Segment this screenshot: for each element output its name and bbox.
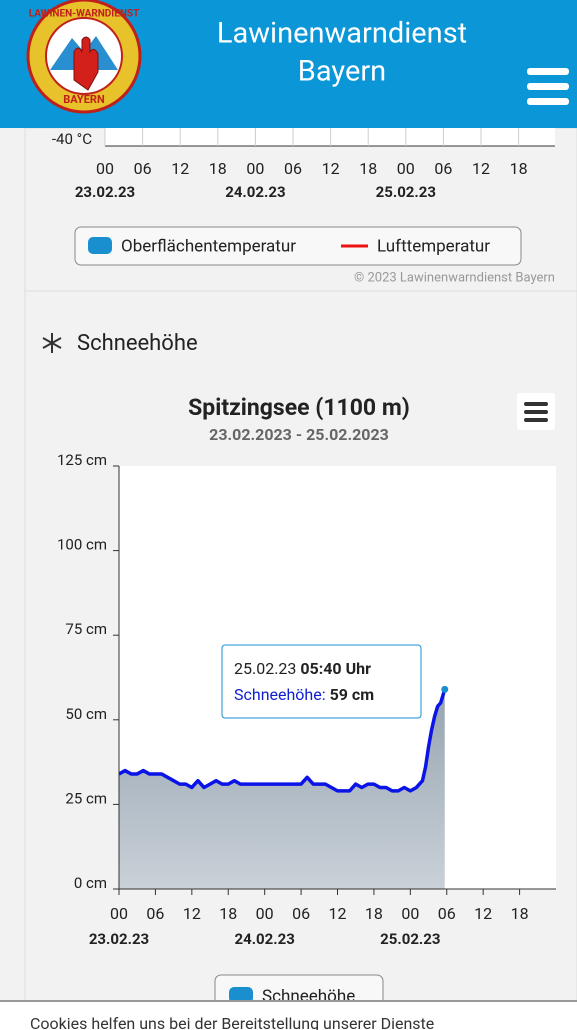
top-x-tick-label: 12 — [171, 159, 189, 178]
tooltip-value: 59 cm — [330, 685, 375, 704]
top-x-tick-label: 18 — [359, 159, 377, 178]
y-tick-label: 100 cm — [57, 536, 107, 554]
top-legend — [74, 226, 522, 266]
x-tick-label: 00 — [401, 904, 419, 923]
top-x-date-label: 24.02.23 — [225, 183, 285, 201]
tooltip-header: 25.02.23 05:40 Uhr — [234, 659, 371, 678]
legend-item: Lufttemperatur — [377, 236, 490, 256]
top-x-tick-label: 18 — [209, 159, 227, 178]
legend-swatch — [88, 237, 112, 254]
snow-icon — [42, 333, 62, 353]
x-tick-label: 06 — [438, 904, 456, 923]
x-tick-label: 18 — [365, 904, 383, 923]
cookie-bar — [0, 1000, 577, 1030]
credit: © 2023 Lawinenwarndienst Bayern — [354, 270, 555, 285]
top-y-label: -40 °C — [52, 130, 92, 148]
x-date-label: 23.02.23 — [89, 930, 149, 948]
logo[interactable]: LAWINEN-WARNDIENST BAYERN — [26, 0, 142, 114]
top-x-tick-label: 00 — [397, 159, 415, 178]
x-tick-label: 12 — [474, 904, 492, 923]
area — [119, 689, 445, 889]
x-tick-label: 06 — [292, 904, 310, 923]
x-date-label: 25.02.23 — [380, 930, 440, 948]
tooltip-series: Schneehöhe: — [234, 685, 326, 704]
x-tick-label: 00 — [110, 904, 128, 923]
tooltip-body: Schneehöhe: 59 cm — [234, 685, 374, 704]
y-tick-label: 75 cm — [65, 620, 107, 638]
x-date-label: 24.02.23 — [234, 930, 294, 948]
header-title: Bayern — [298, 55, 386, 89]
menu-button[interactable] — [527, 68, 569, 105]
cookie-text: Cookies helfen uns bei der Bereitstellun… — [30, 1014, 434, 1030]
y-tick-label: 25 cm — [65, 789, 107, 807]
y-tick-label: 50 cm — [65, 705, 107, 723]
top-plot — [105, 128, 555, 146]
section-title: Schneehöhe — [77, 331, 198, 356]
x-tick-label: 00 — [256, 904, 274, 923]
top-x-tick-label: 00 — [246, 159, 264, 178]
top-x-date-label: 25.02.23 — [376, 183, 436, 201]
top-x-tick-label: 00 — [96, 159, 114, 178]
x-tick-label: 12 — [329, 904, 347, 923]
top-x-tick-label: 12 — [472, 159, 490, 178]
chart-menu[interactable] — [517, 393, 555, 430]
top-x-tick-label: 06 — [134, 159, 152, 178]
top-x-tick-label: 18 — [510, 159, 528, 178]
top-x-tick-label: 06 — [284, 159, 302, 178]
y-tick-label: 0 cm — [74, 874, 107, 892]
tooltip-date: 25.02.23 — [234, 659, 296, 678]
x-tick-label: 06 — [146, 904, 164, 923]
header-title: Lawinenwarndienst — [217, 17, 467, 51]
hover-point — [441, 685, 449, 693]
chart-title: Spitzingsee (1100 m) — [188, 394, 410, 421]
legend-item: Oberflächentemperatur — [121, 236, 296, 256]
y-tick-label: 125 cm — [57, 451, 107, 469]
top-x-tick-label: 12 — [322, 159, 340, 178]
logo-text: LAWINEN-WARNDIENST — [29, 9, 140, 20]
x-tick-label: 12 — [183, 904, 201, 923]
tooltip-time: 05:40 Uhr — [300, 659, 371, 678]
top-x-date-label: 23.02.23 — [75, 183, 135, 201]
tooltip — [221, 644, 422, 719]
x-tick-label: 18 — [511, 904, 529, 923]
chart-subtitle: 23.02.2023 - 25.02.2023 — [209, 425, 389, 444]
x-tick-label: 18 — [219, 904, 237, 923]
top-x-tick-label: 06 — [434, 159, 452, 178]
legend-swatch — [229, 987, 253, 1003]
logo-text: BAYERN — [63, 93, 105, 106]
line — [119, 688, 447, 793]
